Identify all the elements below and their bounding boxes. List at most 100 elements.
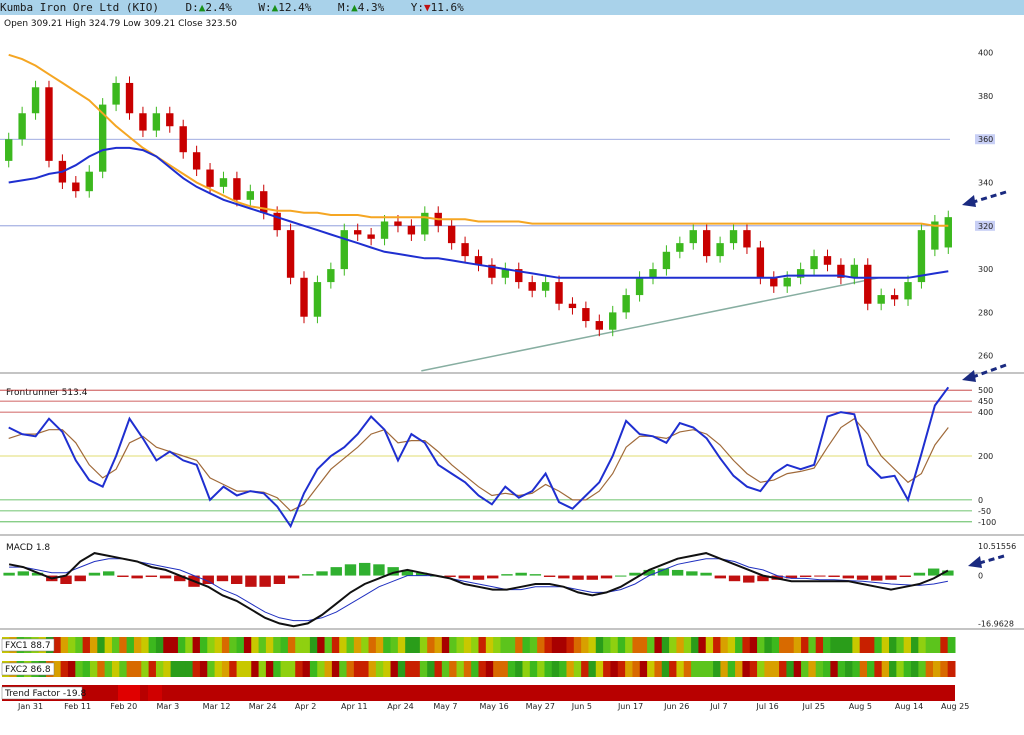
x-axis-label: Aug 25 (941, 702, 969, 711)
price-level-label: 320 (978, 222, 993, 231)
candle-body (609, 312, 617, 330)
fxc1-heat-cell (867, 637, 875, 653)
candle-body (380, 221, 389, 239)
macd-histogram-bar (671, 569, 684, 576)
macd-histogram-bar (856, 575, 869, 580)
x-axis-label: Jul 25 (802, 702, 825, 711)
candle-body (917, 230, 926, 283)
signal-arrow-head (962, 195, 976, 207)
fxc1-heat-cell (280, 637, 289, 653)
frontrunner-y-tick: 450 (978, 397, 993, 406)
fxc2-heat-cell (537, 661, 545, 677)
fxc2-heat-cell (595, 661, 604, 677)
price-panel: 260280300320340360380400320360 (0, 49, 1024, 374)
fxc2-heat-cell (170, 661, 179, 677)
price-y-tick: 400 (978, 49, 993, 58)
macd-histogram-bar (145, 575, 158, 577)
fxc1-heat-cell (287, 637, 296, 653)
fxc1-heat-cell (163, 637, 172, 653)
candle-body (890, 295, 899, 300)
price-level-label: 360 (978, 135, 993, 144)
fxc1-heat-cell (471, 637, 479, 653)
candle-body (474, 256, 483, 265)
fxc1-heat-cell (390, 637, 399, 653)
fxc2-heat-cell (522, 661, 531, 677)
fxc2-heat-cell (397, 661, 406, 677)
fxc1-heat-cell (375, 637, 384, 653)
macd-histogram-bar (586, 575, 598, 580)
fxc2-heat-cell (625, 661, 633, 677)
macd-histogram-bar (942, 570, 954, 576)
fxc2-heat-cell (947, 661, 956, 677)
ohlc-readout: Open 309.21 High 324.79 Low 309.21 Close… (4, 19, 237, 29)
fxc2-heat-cell (705, 661, 714, 677)
fxc1-heat-cell (295, 637, 304, 653)
fxc2-heat-cell (859, 661, 868, 677)
fxc1-heat-cell (779, 637, 787, 653)
macd-histogram-bar (487, 575, 499, 579)
fxc2-heat-cell (603, 661, 611, 677)
candle-body (45, 87, 53, 161)
macd-histogram-bar (472, 575, 485, 580)
fxc1-heat-cell (940, 637, 949, 653)
candle-body (622, 295, 630, 313)
macd-y-tick: -16.9628 (978, 619, 1014, 628)
candle-body (635, 277, 644, 296)
macd-histogram-bar (373, 564, 385, 576)
macd-line (8, 552, 949, 628)
fxc1-heat-cell (603, 637, 611, 653)
fxc1-heat-cell (676, 637, 685, 653)
fxc1-heat-cell (170, 637, 179, 653)
candle-body (340, 230, 348, 270)
candle-body (179, 126, 187, 153)
fxc1-heat-cell (141, 637, 150, 653)
fxc2-heat-cell (67, 661, 76, 677)
fxc2-heat-cell (207, 661, 216, 677)
frontrunner-y-tick: 500 (978, 386, 993, 395)
candle-body (662, 251, 671, 270)
x-axis-label: Apr 11 (341, 702, 368, 711)
fxc2-heat-cell (427, 661, 436, 677)
fxc1-heat-cell (837, 637, 846, 653)
candle-body (447, 225, 456, 244)
fxc2-heat-cell (353, 661, 362, 677)
fxc2-heat-cell (331, 661, 340, 677)
fxc1-heat-cell (265, 637, 274, 653)
fxc2-heat-cell (375, 661, 384, 677)
candle-body (810, 256, 818, 270)
fxc2-heat-cell (155, 661, 164, 677)
fxc2-heat-cell (837, 661, 846, 677)
macd-histogram-bar (558, 575, 570, 579)
fxc1-heat-cell (485, 637, 494, 653)
fxc2-heat-cell (346, 661, 355, 677)
fxc1-heat-cell (683, 637, 692, 653)
fxc2-heat-cell (852, 661, 861, 677)
fxc2-heat-cell (881, 661, 890, 677)
candle-body (850, 264, 859, 278)
candle-body (568, 303, 577, 309)
macd-histogram-bar (17, 571, 30, 576)
fxc2-heat-cell (478, 661, 487, 677)
candle-body (904, 282, 912, 300)
fxc1-heat-cell (148, 637, 157, 653)
frontrunner-y-tick: 400 (978, 408, 993, 417)
fxc2-heat-cell (515, 661, 523, 677)
candle-body (300, 277, 308, 317)
fxc1-heat-cell (757, 637, 765, 653)
heatmap-panel (2, 637, 956, 701)
macd-histogram-bar (529, 574, 542, 576)
fxc1-heat-cell (720, 637, 729, 653)
macd-histogram-bar (899, 575, 911, 577)
frontrunner-line (8, 386, 950, 529)
fxc2-heat-cell (89, 661, 98, 677)
x-axis-label: Mar 12 (203, 702, 231, 711)
fxc1-heat-cell (625, 637, 633, 653)
fxc1-heat-cell (302, 637, 311, 653)
macd-signal-line (9, 558, 948, 622)
candle-body (528, 282, 536, 291)
macd-histogram-bar (102, 571, 115, 576)
fxc2-heat-cell (236, 661, 245, 677)
fxc1-heat-cell (229, 637, 238, 653)
fxc2-heat-cell (111, 661, 120, 677)
fxc2-heat-cell (669, 661, 677, 677)
